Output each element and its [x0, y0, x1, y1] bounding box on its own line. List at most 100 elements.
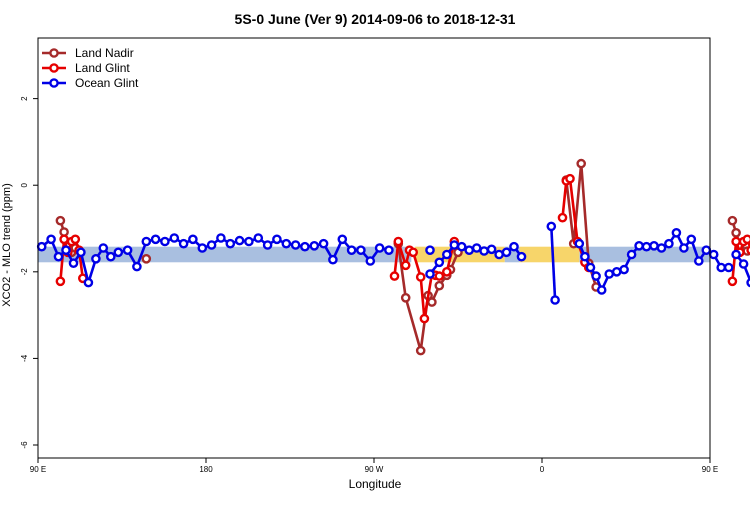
- ocean-glint-point: [339, 236, 346, 243]
- y-tick-label: -4: [20, 354, 29, 362]
- ocean-glint-point: [171, 234, 178, 241]
- ocean-glint-point: [301, 243, 308, 250]
- land-nadir-point: [417, 347, 424, 354]
- land-glint-point: [443, 268, 450, 275]
- land-glint-point: [72, 236, 79, 243]
- ocean-glint-point: [273, 236, 280, 243]
- ocean-glint-point: [548, 223, 555, 230]
- ocean-glint-point: [443, 251, 450, 258]
- ocean-glint-point: [710, 251, 717, 258]
- ocean-glint-point: [367, 257, 374, 264]
- ocean-glint-point: [650, 242, 657, 249]
- ocean-glint-point: [320, 240, 327, 247]
- ocean-glint-point: [680, 244, 687, 251]
- legend-label: Ocean Glint: [75, 76, 139, 90]
- ocean-glint-point: [348, 247, 355, 254]
- ocean-glint-point: [292, 241, 299, 248]
- legend-item-land-glint: Land Glint: [42, 61, 130, 75]
- legend-label: Land Glint: [75, 61, 130, 75]
- legend-item-land-nadir: Land Nadir: [42, 46, 134, 60]
- y-axis-label: XCO2 - MLO trend (ppm): [1, 183, 13, 306]
- ocean-glint-point: [255, 234, 262, 241]
- ocean-glint-point: [628, 251, 635, 258]
- ocean-glint-point: [426, 270, 433, 277]
- ocean-glint-point: [115, 249, 122, 256]
- y-tick-label: -6: [20, 441, 29, 449]
- x-tick-label: 90 E: [30, 465, 46, 474]
- x-tick-label: 90 W: [365, 465, 384, 474]
- y-tick-label: 2: [20, 96, 29, 101]
- ocean-glint-line: [551, 226, 555, 300]
- ocean-glint-point: [143, 238, 150, 245]
- ocean-glint-point: [189, 236, 196, 243]
- ocean-glint-point: [593, 273, 600, 280]
- ocean-glint-point: [643, 243, 650, 250]
- x-tick-label: 0: [540, 465, 545, 474]
- ocean-glint-point: [311, 242, 318, 249]
- land-glint-point: [733, 238, 740, 245]
- land-glint-point: [391, 273, 398, 280]
- ocean-glint-point: [718, 264, 725, 271]
- land-glint-point: [61, 236, 68, 243]
- land-nadir-point: [428, 299, 435, 306]
- ocean-glint-point: [496, 251, 503, 258]
- ocean-glint-point: [107, 253, 114, 260]
- ocean-glint-point: [152, 236, 159, 243]
- ocean-glint-point: [264, 241, 271, 248]
- ocean-glint-point: [227, 240, 234, 247]
- ocean-glint-point: [581, 253, 588, 260]
- land-glint-point: [744, 236, 750, 243]
- legend-item-ocean-glint: Ocean Glint: [42, 76, 139, 90]
- x-axis-label: Longitude: [349, 477, 402, 491]
- x-tick-label: 90 E: [702, 465, 718, 474]
- land-nadir-point: [143, 255, 150, 262]
- land-glint-point: [566, 175, 573, 182]
- land-nadir-point: [733, 229, 740, 236]
- ocean-glint-point: [740, 260, 747, 267]
- land-glint-point: [729, 278, 736, 285]
- ocean-glint-point: [725, 264, 732, 271]
- ocean-glint-point: [85, 279, 92, 286]
- ocean-glint-point: [466, 247, 473, 254]
- ocean-glint-point: [481, 247, 488, 254]
- land-glint-point: [402, 262, 409, 269]
- ocean-glint-point: [100, 244, 107, 251]
- ocean-glint-point: [180, 240, 187, 247]
- ocean-glint-point: [473, 244, 480, 251]
- land-glint-point: [436, 273, 443, 280]
- band-land: [520, 247, 580, 263]
- land-glint-point: [559, 214, 566, 221]
- ocean-glint-point: [77, 249, 84, 256]
- ocean-glint-point: [587, 264, 594, 271]
- land-nadir-point: [436, 282, 443, 289]
- ocean-glint-point: [48, 236, 55, 243]
- ocean-glint-point: [124, 247, 131, 254]
- ocean-glint-point: [70, 260, 77, 267]
- land-glint-point: [421, 315, 428, 322]
- ocean-glint-point: [688, 236, 695, 243]
- land-glint-point: [395, 238, 402, 245]
- y-axis: 20-2-4-6: [20, 96, 38, 449]
- ocean-glint-point: [636, 242, 643, 249]
- ocean-glint-point: [199, 244, 206, 251]
- land-nadir-point: [402, 294, 409, 301]
- ocean-glint-point: [133, 263, 140, 270]
- ocean-glint-point: [236, 237, 243, 244]
- legend-swatch-marker: [50, 64, 57, 71]
- ocean-glint-point: [665, 240, 672, 247]
- ocean-glint-point: [357, 247, 364, 254]
- legend-swatch-marker: [50, 79, 57, 86]
- y-tick-label: 0: [20, 182, 29, 187]
- ocean-glint-point: [62, 247, 69, 254]
- ocean-glint-point: [503, 249, 510, 256]
- ocean-glint-point: [733, 251, 740, 258]
- ocean-glint-point: [658, 244, 665, 251]
- ocean-glint-point: [92, 255, 99, 262]
- land-glint-point: [57, 278, 64, 285]
- ocean-glint-point: [695, 257, 702, 264]
- ocean-glint-point: [208, 241, 215, 248]
- land-nadir-point: [729, 217, 736, 224]
